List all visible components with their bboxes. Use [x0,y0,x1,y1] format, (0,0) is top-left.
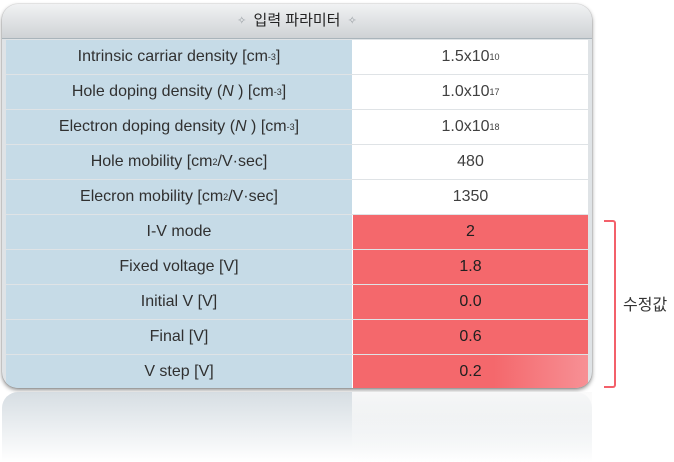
parameter-value[interactable]: 1350 [353,180,588,214]
label-tail: ] [294,118,300,135]
parameter-row: Elecron mobility [cm 2/V·sec] 1350 [6,180,588,214]
diamond-icon: ✧ [237,15,247,27]
parameter-value[interactable]: 0.0 [353,285,588,319]
label-text: Initial V [V] [140,293,218,310]
value-text: 0.2 [459,363,482,380]
label-text: Elecron mobility [cm [80,188,224,205]
modified-bracket [604,220,616,388]
parameter-label: Elecron mobility [cm 2/V·sec] [6,180,353,214]
label-text: Fixed voltage [V] [119,258,239,275]
label-tail: /V·sec] [228,188,278,205]
parameter-label: V step [V] [6,355,353,388]
parameter-label: Fixed voltage [V] [6,250,353,284]
parameter-value[interactable]: 0.6 [353,320,588,354]
parameter-label: Intrinsic carriar density [cm -3] [6,40,353,74]
parameter-label: Hole mobility [cm 2/V·sec] [6,145,353,179]
value-text: 0.0 [459,293,482,310]
value-text: 1.0x10 [441,118,490,135]
diamond-icon: ✧ [347,15,357,27]
parameter-label: Final [V] [6,320,353,354]
parameter-label: Hole doping density (N ) [cm -3] [6,75,353,109]
parameter-label: Initial V [V] [6,285,353,319]
parameter-row: Initial V [V] 0.0 [6,285,588,319]
parameter-value[interactable]: 1.0x10 18 [353,110,588,144]
parameter-value[interactable]: 1.5x10 10 [353,40,588,74]
parameter-value[interactable]: 0.2 [353,355,588,388]
parameter-value[interactable]: 1.8 [353,250,588,284]
panel-header: ✧ 입력 파라미터 ✧ [2,4,592,39]
parameter-row: Electron doping density (N ) [cm -3] 1.0x1… [6,110,588,144]
label-tail: ] [281,83,287,100]
parameter-row: Final [V] 0.6 [6,320,588,354]
modified-values-label: 수정값 [623,297,668,314]
label-text: V step [V] [144,363,214,380]
label-tail: ] [275,48,281,65]
parameter-value[interactable]: 1.0x10 17 [353,75,588,109]
parameter-row: Hole mobility [cm 2/V·sec] 480 [6,145,588,179]
value-text: 1.0x10 [441,83,490,100]
value-text: 0.6 [459,328,482,345]
label-text: Hole mobility [cm [90,153,213,170]
label-text: I-V mode [146,223,212,240]
parameter-label: Electron doping density (N ) [cm -3] [6,110,353,144]
panel-title: 입력 파라미터 [253,12,341,29]
parameter-row: Fixed voltage [V] 1.8 [6,250,588,284]
parameter-value[interactable]: 2 [353,215,588,249]
label-text: Electron doping density (N ) [cm [58,118,287,135]
panel-reflection [2,392,592,462]
value-text: 2 [466,223,475,240]
parameter-value[interactable]: 480 [353,145,588,179]
value-text: 1.8 [459,258,482,275]
label-text: Final [V] [149,328,209,345]
value-text: 480 [457,153,484,170]
parameter-row: I-V mode 2 [6,215,588,249]
parameter-row: Hole doping density (N ) [cm -3] 1.0x10 17 [6,75,588,109]
parameter-label: I-V mode [6,215,353,249]
label-text: Hole doping density (N ) [cm [71,83,274,100]
value-text: 1350 [452,188,489,205]
parameter-row: V step [V] 0.2 [6,355,588,388]
parameter-table: Intrinsic carriar density [cm -3] 1.5x10 10… [6,40,588,388]
label-text: Intrinsic carriar density [cm [77,48,268,65]
value-text: 1.5x10 [441,48,490,65]
parameter-row: Intrinsic carriar density [cm -3] 1.5x10 10 [6,40,588,74]
label-tail: /V·sec] [217,153,268,170]
parameter-panel: ✧ 입력 파라미터 ✧ Intrinsic carriar density [c… [2,4,592,388]
